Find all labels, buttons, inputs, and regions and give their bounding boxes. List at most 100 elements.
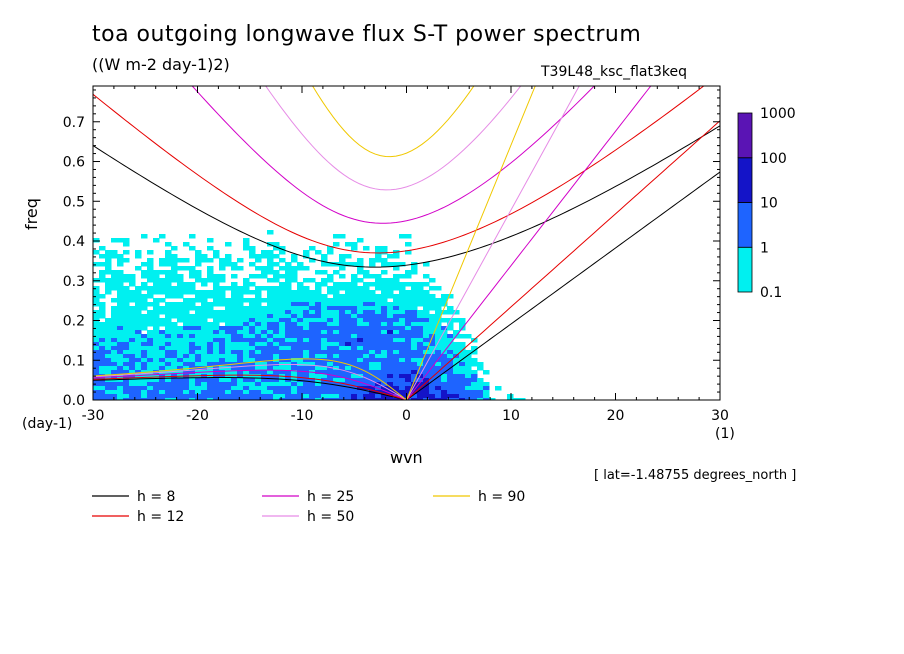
spectrum-cell [459,334,466,339]
spectrum-cell [135,338,142,343]
spectrum-cell [429,294,436,299]
spectrum-cell [117,306,124,311]
spectrum-cell [297,290,304,295]
spectrum-cell [213,398,220,400]
spectrum-cell [297,358,304,363]
spectrum-cell [243,382,250,387]
spectrum-cell [165,354,172,359]
spectrum-cell [399,286,406,291]
spectrum-cell [291,370,298,375]
spectrum-cell [405,250,412,255]
spectrum-cell [411,350,418,355]
spectrum-cell [105,370,112,375]
spectrum-cell [345,342,352,347]
spectrum-cell [183,290,190,295]
spectrum-cell [339,366,346,371]
spectrum-cell [285,358,292,363]
spectrum-cell [345,286,352,291]
spectrum-cell [165,334,172,339]
spectrum-cell [207,326,214,331]
spectrum-cell [315,306,322,311]
spectrum-cell [141,294,148,299]
spectrum-cell [273,394,280,399]
spectrum-cell [165,262,172,267]
spectrum-cell [297,370,304,375]
spectrum-cell [273,290,280,295]
spectrum-cell [153,354,160,359]
spectrum-cell [303,250,310,255]
spectrum-cell [429,302,436,307]
spectrum-cell [459,322,466,327]
spectrum-cell [411,302,418,307]
spectrum-cell [303,394,310,399]
spectrum-cell [333,334,340,339]
spectrum-cell [255,382,262,387]
spectrum-cell [399,322,406,327]
spectrum-cell [375,286,382,291]
spectrum-cell [105,322,112,327]
spectrum-cell [411,266,418,271]
spectrum-cell [165,382,172,387]
spectrum-cell [363,270,370,275]
spectrum-cell [447,326,454,331]
spectrum-cell [105,350,112,355]
spectrum-cell [393,334,400,339]
spectrum-cell [273,310,280,315]
spectrum-cell [447,374,454,379]
spectrum-cell [339,310,346,315]
spectrum-cell [321,254,328,259]
legend-label-h25: h = 25 [307,489,354,505]
spectrum-cell [363,394,370,399]
spectrum-cell [153,382,160,387]
spectrum-cell [219,314,226,319]
spectrum-cell [105,282,112,287]
spectrum-cell [441,338,448,343]
spectrum-cell [267,266,274,271]
spectrum-cell [423,274,430,279]
spectrum-cell [423,262,430,267]
spectrum-cell [105,362,112,367]
spectrum-cell [153,238,160,243]
x-tick-label: 20 [607,408,625,424]
spectrum-cell [147,386,154,391]
spectrum-cell [225,306,232,311]
spectrum-cell [159,362,166,367]
spectrum-cell [255,374,262,379]
spectrum-cell [285,366,292,371]
spectrum-cell [189,338,196,343]
spectrum-cell [261,350,268,355]
spectrum-cell [249,350,256,355]
spectrum-cell [321,298,328,303]
spectrum-cell [351,314,358,319]
spectrum-cell [117,354,124,359]
spectrum-cell [177,382,184,387]
spectrum-cell [411,362,418,367]
spectrum-cell [93,342,100,347]
spectrum-cell [201,282,208,287]
spectrum-cell [255,378,262,383]
spectrum-cell [423,298,430,303]
spectrum-cell [465,378,472,383]
spectrum-cell [357,378,364,383]
spectrum-cell [231,398,238,400]
spectrum-cell [357,314,364,319]
spectrum-cell [405,274,412,279]
spectrum-cell [363,398,370,400]
spectrum-cell [201,258,208,263]
spectrum-cell [141,270,148,275]
spectrum-cell [105,326,112,331]
spectrum-cell [453,378,460,383]
spectrum-cell [99,246,106,251]
spectrum-cell [309,314,316,319]
spectrum-cell [207,390,214,395]
spectrum-cell [159,390,166,395]
spectrum-cell [189,382,196,387]
spectrum-cell [93,314,100,319]
spectrum-cell [213,346,220,351]
spectrum-cell [117,378,124,383]
spectrum-cell [111,342,118,347]
spectrum-cell [129,382,136,387]
spectrum-cell [147,350,154,355]
y-tick-label: 0.6 [63,155,85,171]
